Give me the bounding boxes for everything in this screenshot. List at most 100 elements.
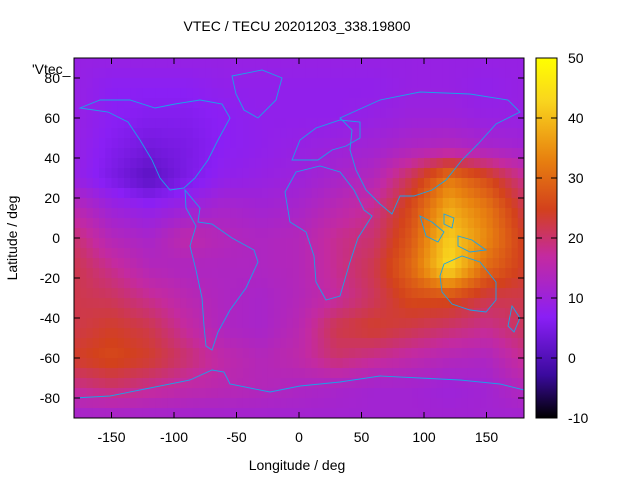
heatmap-cell xyxy=(355,98,362,109)
heatmap-cell xyxy=(455,328,462,339)
heatmap-cell xyxy=(311,88,319,99)
heatmap-cell xyxy=(499,118,506,129)
heatmap-cell xyxy=(380,148,387,159)
heatmap-cell xyxy=(317,388,325,399)
heatmap-cell xyxy=(236,298,244,309)
heatmap-cell xyxy=(342,288,350,299)
heatmap-cell xyxy=(236,68,244,79)
heatmap-cell xyxy=(505,148,512,159)
heatmap-cell xyxy=(174,68,181,79)
heatmap-cell xyxy=(374,358,381,369)
heatmap-cell xyxy=(417,358,425,369)
heatmap-cell xyxy=(255,198,262,209)
heatmap-cell xyxy=(411,158,419,169)
heatmap-cell xyxy=(236,358,244,369)
heatmap-cell xyxy=(511,138,519,149)
heatmap-cell xyxy=(242,378,250,389)
heatmap-cell xyxy=(511,198,519,209)
heatmap-cell xyxy=(217,228,225,239)
heatmap-cell xyxy=(192,318,200,329)
heatmap-cell xyxy=(92,138,100,149)
heatmap-cell xyxy=(436,188,444,199)
heatmap-cell xyxy=(255,328,262,339)
heatmap-cell xyxy=(230,178,237,189)
heatmap-cell xyxy=(405,288,412,299)
heatmap-cell xyxy=(505,338,512,349)
heatmap-cell xyxy=(230,208,237,219)
y-tick-label: 20 xyxy=(44,190,60,206)
heatmap-cell xyxy=(174,158,181,169)
heatmap-cell xyxy=(374,388,381,399)
heatmap-cell xyxy=(517,228,524,239)
heatmap-cell xyxy=(467,338,475,349)
heatmap-cell xyxy=(474,128,481,139)
colorbar-tick-label: 20 xyxy=(568,230,584,246)
heatmap-cell xyxy=(411,278,419,289)
heatmap-cell xyxy=(92,218,100,229)
heatmap-cell xyxy=(486,288,494,299)
heatmap-cell xyxy=(261,128,269,139)
heatmap-cell xyxy=(517,178,524,189)
heatmap-cell xyxy=(249,348,256,359)
heatmap-cell xyxy=(224,378,231,389)
heatmap-cell xyxy=(411,218,419,229)
heatmap-cell xyxy=(224,388,231,399)
heatmap-cell xyxy=(236,248,244,259)
heatmap-cell xyxy=(392,208,400,219)
heatmap-cell xyxy=(299,268,306,279)
heatmap-cell xyxy=(411,388,419,399)
heatmap-cell xyxy=(411,208,419,219)
heatmap-cell xyxy=(111,248,119,259)
heatmap-cell xyxy=(130,388,137,399)
heatmap-cell xyxy=(174,328,181,339)
heatmap-cell xyxy=(242,148,250,159)
heatmap-cell xyxy=(517,78,524,89)
heatmap-cell xyxy=(430,408,437,418)
heatmap-cell xyxy=(105,338,112,349)
heatmap-cell xyxy=(174,168,181,179)
heatmap-cell xyxy=(449,408,456,418)
heatmap-cell xyxy=(186,348,194,359)
heatmap-cell xyxy=(224,158,231,169)
heatmap-cell xyxy=(255,228,262,239)
heatmap-cell xyxy=(186,128,194,139)
heatmap-cell xyxy=(492,398,500,409)
x-tick-label: 100 xyxy=(412,429,436,445)
heatmap-cell xyxy=(199,368,206,379)
heatmap-cell xyxy=(274,278,281,289)
heatmap-cell xyxy=(436,198,444,209)
chart-title: VTEC / TECU 20201203_338.19800 xyxy=(183,18,410,34)
heatmap-cell xyxy=(217,98,225,109)
heatmap-cell xyxy=(299,148,306,159)
heatmap-cell xyxy=(111,138,119,149)
heatmap-cell xyxy=(261,338,269,349)
heatmap-cell xyxy=(442,308,450,319)
heatmap-cell xyxy=(92,388,100,399)
heatmap-cell xyxy=(299,208,306,219)
heatmap-cell xyxy=(405,318,412,329)
heatmap-cell xyxy=(274,88,281,99)
heatmap-cell xyxy=(217,348,225,359)
heatmap-cell xyxy=(392,248,400,259)
heatmap-cell xyxy=(111,128,119,139)
heatmap-cell xyxy=(217,388,225,399)
heatmap-cell xyxy=(80,128,87,139)
heatmap-cell xyxy=(311,98,319,109)
heatmap-cell xyxy=(261,78,269,89)
heatmap-cell xyxy=(467,288,475,299)
heatmap-cell xyxy=(242,328,250,339)
heatmap-cell xyxy=(80,318,87,329)
heatmap-cell xyxy=(505,108,512,119)
heatmap-cell xyxy=(367,388,375,399)
heatmap-cell xyxy=(424,158,431,169)
heatmap-cell xyxy=(492,78,500,89)
heatmap-cell xyxy=(317,158,325,169)
heatmap-cell xyxy=(74,128,81,139)
heatmap-cell xyxy=(449,198,456,209)
heatmap-cell xyxy=(461,288,469,299)
heatmap-cell xyxy=(299,188,306,199)
heatmap-cell xyxy=(486,308,494,319)
heatmap-cell xyxy=(349,338,356,349)
heatmap-cell xyxy=(474,268,481,279)
heatmap-cell xyxy=(492,308,500,319)
